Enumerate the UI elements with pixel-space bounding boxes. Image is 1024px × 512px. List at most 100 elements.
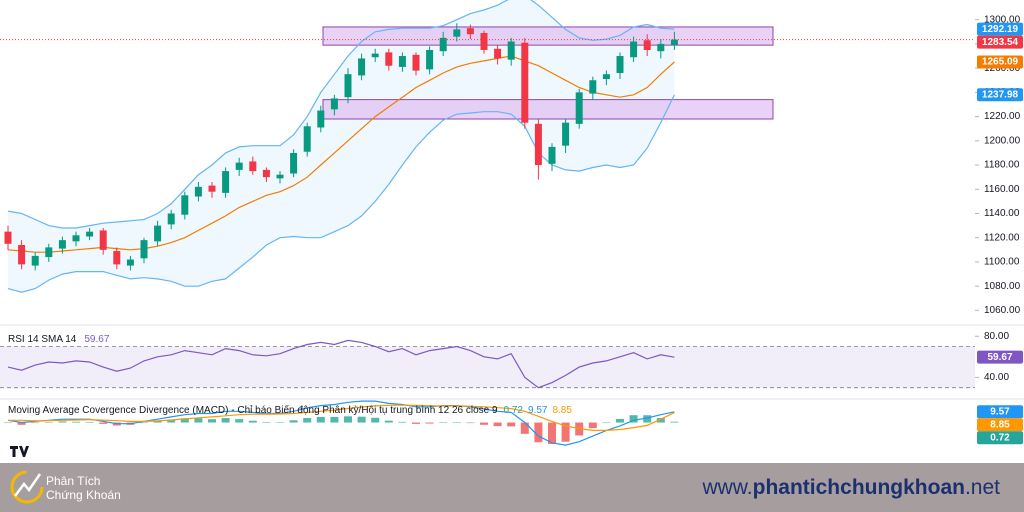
histogram-bar <box>548 422 556 444</box>
histogram-bar <box>493 422 502 427</box>
price-label: 9.57 <box>990 406 1010 417</box>
y-tick-label: 1300.00 <box>984 14 1021 25</box>
histogram-bar <box>602 422 611 424</box>
candle-body <box>317 110 325 128</box>
candle-body <box>126 259 134 266</box>
y-tick-label: 1220.00 <box>984 111 1021 122</box>
macd-line <box>8 404 675 431</box>
price-label-box <box>977 35 1023 49</box>
y-tick-label: 1140.00 <box>984 208 1020 219</box>
candle-body <box>575 92 583 124</box>
histogram-bar <box>439 422 448 423</box>
histogram-bar <box>208 419 216 423</box>
indicator-line <box>7 55 675 253</box>
candle-body <box>589 80 597 94</box>
y-tick-label: 40.00 <box>984 372 1009 383</box>
website-url: www.phantichchungkhoan.net <box>701 476 1000 499</box>
price-label-box <box>977 55 1023 69</box>
macd-title: Moving Average Covergence Divergence (MA… <box>8 404 498 416</box>
histogram-bar <box>4 422 12 424</box>
candle-body <box>45 247 53 258</box>
histogram-bar <box>384 420 393 423</box>
histogram-bar <box>99 422 108 424</box>
histogram-bar <box>344 416 352 423</box>
logo-ring <box>10 470 44 504</box>
url-domain: phantichchungkhoan <box>753 476 965 499</box>
brand-line: Chứng Khoán <box>46 488 121 502</box>
histogram-bar <box>276 422 284 423</box>
histogram-bar <box>507 422 516 427</box>
candle-body <box>235 162 243 170</box>
candle-body <box>358 58 366 76</box>
macd-line <box>7 400 675 446</box>
y-tick-label: 1180.00 <box>984 160 1020 171</box>
histogram-bar <box>17 422 26 425</box>
histogram-bar <box>289 420 298 423</box>
candle-body <box>630 41 638 58</box>
rsi-title: RSI 14 SMA 14 <box>8 334 77 345</box>
candle-body <box>72 235 80 242</box>
macd-line-value: 9.57 <box>528 405 548 416</box>
histogram-bar <box>412 422 420 424</box>
price-label-box <box>977 418 1023 432</box>
candle-body <box>371 53 379 58</box>
histogram-bar <box>153 420 162 423</box>
brand-logo <box>10 470 44 504</box>
histogram-bar <box>221 418 230 423</box>
histogram-bar <box>670 421 679 423</box>
price-label: 1283.54 <box>982 37 1019 48</box>
candle-body <box>426 49 434 70</box>
rsi-legend: RSI 14 SMA 14 59.67 <box>8 334 110 345</box>
candle-body <box>643 40 651 50</box>
banner <box>0 463 1024 512</box>
candle-body <box>602 74 610 80</box>
indicator-line <box>7 94 675 293</box>
candle-body <box>18 244 26 265</box>
price-label: 1237.98 <box>982 89 1019 100</box>
candle-body <box>466 28 474 35</box>
candle-body <box>181 195 189 215</box>
rsi-value: 59.67 <box>84 334 109 345</box>
rsi-line <box>7 339 675 389</box>
histogram-bar <box>520 422 529 434</box>
price-label-box <box>977 431 1023 445</box>
histogram-bar <box>588 422 597 429</box>
candle-body <box>99 230 107 250</box>
brand-line: Phân Tích <box>46 474 100 488</box>
tradingview-logo <box>10 446 29 457</box>
histogram-bar <box>248 420 257 423</box>
candle-body <box>534 123 542 166</box>
y-tick-label: 1160.00 <box>984 184 1020 195</box>
histogram-bar <box>561 422 570 442</box>
histogram-bar <box>31 422 40 424</box>
candle-body <box>344 74 352 98</box>
price-label-box <box>977 405 1023 419</box>
candle-body <box>262 169 270 178</box>
macd-hist-value: 0.72 <box>504 405 524 416</box>
candle-body <box>276 174 284 179</box>
histogram-bar <box>180 418 189 423</box>
macd-signal-value: 8.85 <box>552 405 572 416</box>
background <box>0 0 1024 463</box>
candle-body <box>494 48 502 59</box>
histogram-bar <box>140 422 148 424</box>
candle-body <box>439 37 447 52</box>
candle-body <box>562 122 570 146</box>
candle-body <box>657 43 665 52</box>
candle-body <box>113 251 121 265</box>
candle-body <box>480 33 488 50</box>
candle-body <box>208 185 216 192</box>
candle-body <box>4 231 12 244</box>
candle-body <box>670 39 678 46</box>
rsi-band <box>0 346 975 388</box>
histogram-bar <box>480 422 488 425</box>
histogram-bar <box>235 419 244 423</box>
plot-layer: 1060.00 1080.00 1100.00 1120.00 1140.00 1160.… <box>0 0 1023 446</box>
candle-body <box>140 240 148 259</box>
indicator-line <box>7 0 675 229</box>
histogram-bar <box>425 422 434 424</box>
candle-body <box>154 225 162 242</box>
histogram-bar <box>643 415 652 423</box>
candle-body <box>507 41 515 60</box>
